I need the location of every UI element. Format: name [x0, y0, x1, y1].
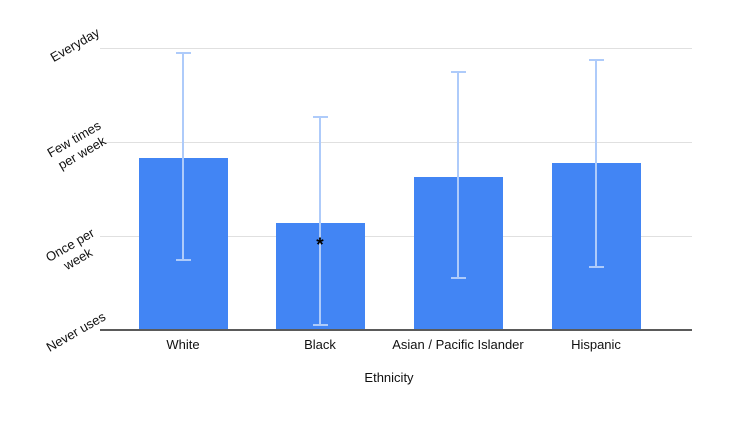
gridline: [100, 236, 692, 237]
error-bar-cap-top-asian-pacific-islander: [450, 71, 466, 73]
error-bar-cap-bottom-white: [175, 259, 191, 261]
error-bar-cap-top-white: [175, 52, 191, 54]
x-axis-title: Ethnicity: [364, 370, 414, 385]
gridline: [100, 48, 692, 49]
x-axis-line: [100, 329, 692, 331]
error-bar-asian-pacific-islander: [457, 72, 459, 278]
error-bar-cap-top-black: [312, 116, 328, 118]
x-tick-label-hispanic: Hispanic: [571, 337, 621, 352]
y-tick-label-once-per-week: Once per week: [43, 225, 97, 273]
y-tick-label-everyday: Everyday: [47, 24, 103, 65]
gridline: [100, 142, 692, 143]
error-bar-hispanic: [595, 60, 597, 267]
error-bar-white: [182, 53, 184, 260]
error-bar-cap-top-hispanic: [588, 59, 604, 61]
y-tick-label-few-times-per-week: Few times per week: [44, 117, 109, 173]
significance-asterisk: *: [316, 235, 324, 256]
error-bar-cap-bottom-hispanic: [588, 266, 604, 268]
error-bar-cap-bottom-asian-pacific-islander: [450, 277, 466, 279]
x-tick-label-black: Black: [304, 337, 336, 352]
error-bar-black: [319, 117, 321, 325]
error-bar-cap-bottom-black: [312, 324, 328, 326]
x-tick-label-white: White: [166, 337, 200, 352]
x-tick-label-asian-pacific-islander: Asian / Pacific Islander: [392, 337, 524, 352]
